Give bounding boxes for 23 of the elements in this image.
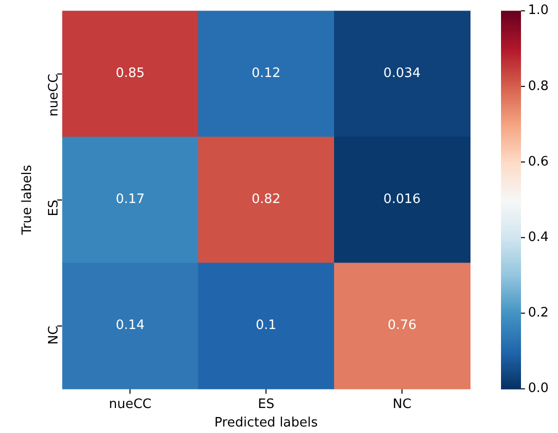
data-label: 0.85 bbox=[116, 66, 145, 82]
data-label: 0.034 bbox=[383, 66, 421, 82]
data-label: 0.016 bbox=[383, 192, 421, 208]
color-bar-label: 0.2 bbox=[528, 306, 549, 321]
data-label: 0.17 bbox=[116, 192, 145, 208]
x-tick-label: nueCC bbox=[108, 396, 152, 412]
color-bar-label: 0.8 bbox=[528, 78, 549, 94]
y-tick-label: ES bbox=[46, 200, 62, 216]
data-label: 0.12 bbox=[252, 66, 281, 82]
x-tick-label: ES bbox=[258, 396, 274, 412]
x-axis-title: Predicted labels bbox=[214, 416, 318, 431]
color-bar-label: 0.0 bbox=[528, 381, 549, 396]
y-axis-title: True labels bbox=[20, 164, 36, 236]
x-tick-label: NC bbox=[392, 396, 412, 412]
y-tick-label: nueCC bbox=[46, 74, 62, 116]
color-bar-label: 0.6 bbox=[528, 154, 549, 170]
data-label: 0.1 bbox=[256, 318, 276, 334]
data-label: 0.14 bbox=[116, 318, 145, 334]
data-label: 0.76 bbox=[388, 318, 417, 334]
color-bar-label: 0.4 bbox=[528, 230, 549, 245]
y-tick-label: NC bbox=[46, 326, 62, 345]
data-label: 0.82 bbox=[252, 192, 281, 208]
color-bar-label: 1.0 bbox=[528, 3, 549, 18]
